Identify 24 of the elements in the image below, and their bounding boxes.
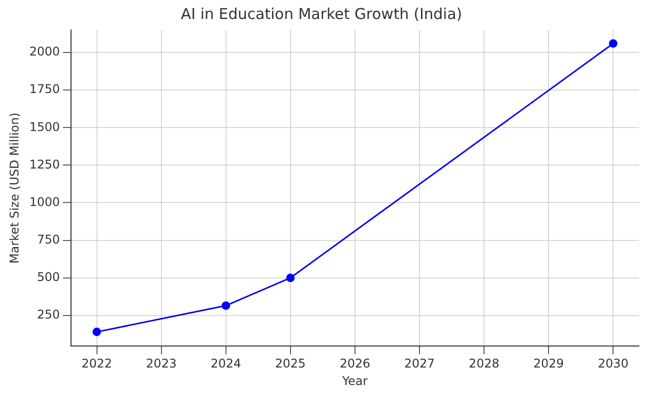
x-tick-label: 2026	[340, 356, 370, 371]
chart-title: AI in Education Market Growth (India)	[180, 4, 462, 23]
y-tick-label: 750	[37, 232, 60, 246]
x-tick-label: 2024	[210, 356, 242, 371]
x-tick-label: 2025	[275, 356, 306, 371]
point	[92, 328, 102, 336]
y-tick-label: 250	[37, 308, 60, 322]
x-tick-label: 2027	[404, 356, 435, 371]
x-tick-label: 2029	[533, 356, 564, 371]
y-tick-label: 500	[37, 270, 60, 284]
x-tick-label: 2022	[81, 356, 112, 371]
point	[286, 274, 295, 282]
x-tick-label: 2023	[146, 356, 177, 371]
point	[222, 301, 230, 310]
y-tick-label: 1000	[29, 194, 60, 209]
y-tick-label: 1750	[29, 82, 60, 96]
y-axis-title: Market Size (USD Million)	[7, 112, 22, 264]
y-tick-label: 2000	[29, 44, 60, 59]
y-tick-label: 1250	[29, 157, 60, 172]
x-axis-title: Year	[341, 374, 368, 388]
x-tick-label: 2030	[598, 356, 628, 371]
point	[608, 39, 618, 48]
x-tick-label: 2028	[468, 356, 500, 371]
y-tick-label: 1500	[29, 120, 60, 134]
